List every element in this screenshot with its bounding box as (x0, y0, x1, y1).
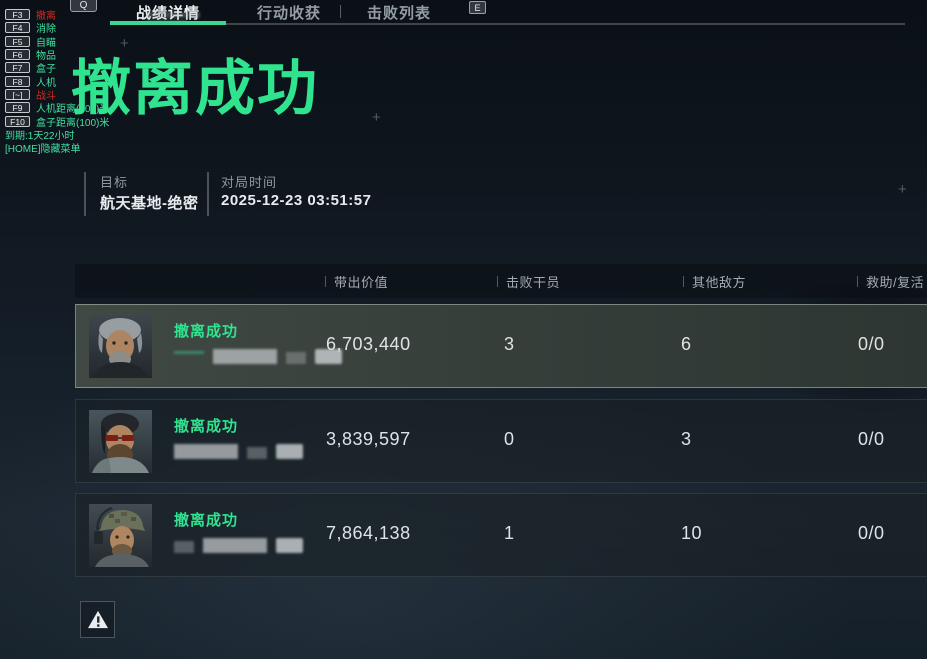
watermark (146, 12, 200, 23)
objective-value: 航天基地-绝密 (100, 195, 199, 212)
warning-icon (87, 610, 108, 628)
hack-menu-item-bot-distance[interactable]: F9 人机距离(100)米 (5, 101, 109, 115)
table-header: 带出价值 击败干员 其他敌方 救助/复活 (75, 264, 927, 298)
rescue-revive: 0/0 (858, 334, 885, 354)
avatar-player-3 (89, 504, 152, 567)
report-warning-button[interactable] (80, 601, 115, 638)
hack-menu-item-aimbot[interactable]: F5 自瞄 (5, 35, 109, 49)
player-row-3[interactable]: 撤离成功 7,864,138 1 10 0/0 (75, 493, 927, 577)
hotkey-badge: F10 (5, 115, 30, 127)
rescue-revive: 0/0 (858, 523, 885, 543)
rescue-revive: 0/0 (858, 429, 885, 449)
info-divider (207, 172, 209, 216)
hotkey-badge: F3 (5, 9, 30, 21)
operators-defeated: 0 (504, 429, 515, 449)
hack-menu-hide-hint: [HOME]隐藏菜单 (5, 143, 81, 155)
column-header-rescue-revive: 救助/复活 (857, 272, 924, 291)
censored-player-name (174, 538, 303, 553)
censored-player-name (174, 349, 342, 364)
decor-cross: + (120, 35, 129, 52)
match-time-label: 对局时间 (221, 175, 278, 190)
hack-menu-item-bots[interactable]: F8 人机 (5, 74, 109, 89)
hotkey-badge: F7 (5, 62, 30, 74)
objective-label: 目标 (100, 175, 129, 190)
hotkey-badge: F6 (5, 49, 30, 61)
column-header-extracted-value: 带出价值 (325, 272, 388, 291)
hack-menu-item-combat[interactable]: [~] 战斗 (5, 88, 109, 102)
tab-divider (340, 5, 341, 18)
extraction-status: 撤离成功 (174, 418, 239, 435)
hotkey-badge: F4 (5, 22, 30, 34)
match-time-value: 2025-12-23 03:51:57 (221, 192, 372, 209)
extraction-status: 撤离成功 (174, 512, 239, 529)
extraction-status: 撤离成功 (174, 323, 239, 340)
censored-player-name (174, 444, 303, 459)
extracted-value: 3,839,597 (326, 429, 411, 449)
hack-menu-item-extract[interactable]: F3 撤离 (5, 8, 109, 22)
avatar-player-1 (89, 315, 152, 378)
extracted-value: 7,864,138 (326, 523, 411, 543)
tabbar-baseline (226, 23, 905, 25)
player-row-1[interactable]: 撤离成功 6,703,440 3 6 0/0 (75, 304, 927, 388)
next-tab-hotkey-badge[interactable]: E (469, 1, 486, 14)
tab-kill-list[interactable]: 击败列表 (367, 5, 432, 22)
prev-tab-hotkey-badge[interactable]: Q (70, 0, 97, 12)
active-tab-underline (110, 21, 226, 25)
hotkey-badge: F8 (5, 75, 30, 87)
hotkey-badge: F5 (5, 35, 30, 47)
tab-operation-loot[interactable]: 行动收获 (257, 5, 322, 22)
avatar-player-2 (89, 410, 152, 473)
hack-menu-item-boxes[interactable]: F7 盒子 (5, 61, 109, 75)
hack-menu-item-items[interactable]: F6 物品 (5, 48, 109, 62)
page-title: 撤离成功 (71, 55, 319, 122)
operators-defeated: 3 (504, 334, 515, 354)
other-enemies: 10 (681, 523, 703, 543)
column-header-operators-defeated: 击败干员 (497, 272, 560, 291)
hotkey-badge: [~] (5, 88, 30, 100)
player-row-2[interactable]: 撤离成功 3,839,597 0 3 0/0 (75, 399, 927, 483)
decor-cross: + (372, 109, 381, 126)
hotkey-badge: F9 (5, 102, 30, 114)
hack-menu-expiry: 到期:1天22小时 (5, 130, 75, 142)
other-enemies: 3 (681, 429, 692, 449)
operators-defeated: 1 (504, 523, 515, 543)
other-enemies: 6 (681, 334, 692, 354)
hack-menu-item-box-distance[interactable]: F10 盒子距离(100)米 (5, 114, 109, 129)
decor-cross: + (898, 181, 907, 198)
hack-menu-item-remove[interactable]: F4 消除 (5, 21, 109, 35)
column-header-other-enemies: 其他敌方 (683, 272, 746, 291)
info-divider (84, 172, 86, 216)
tab-battle-details[interactable]: 战绩详情 (136, 5, 201, 22)
hack-menu-overlay: F3 撤离 F4 消除 F5 自瞄 F6 物品 F7 盒子 F8 人机 [~] … (5, 8, 109, 156)
extracted-value: 6,703,440 (326, 334, 411, 354)
